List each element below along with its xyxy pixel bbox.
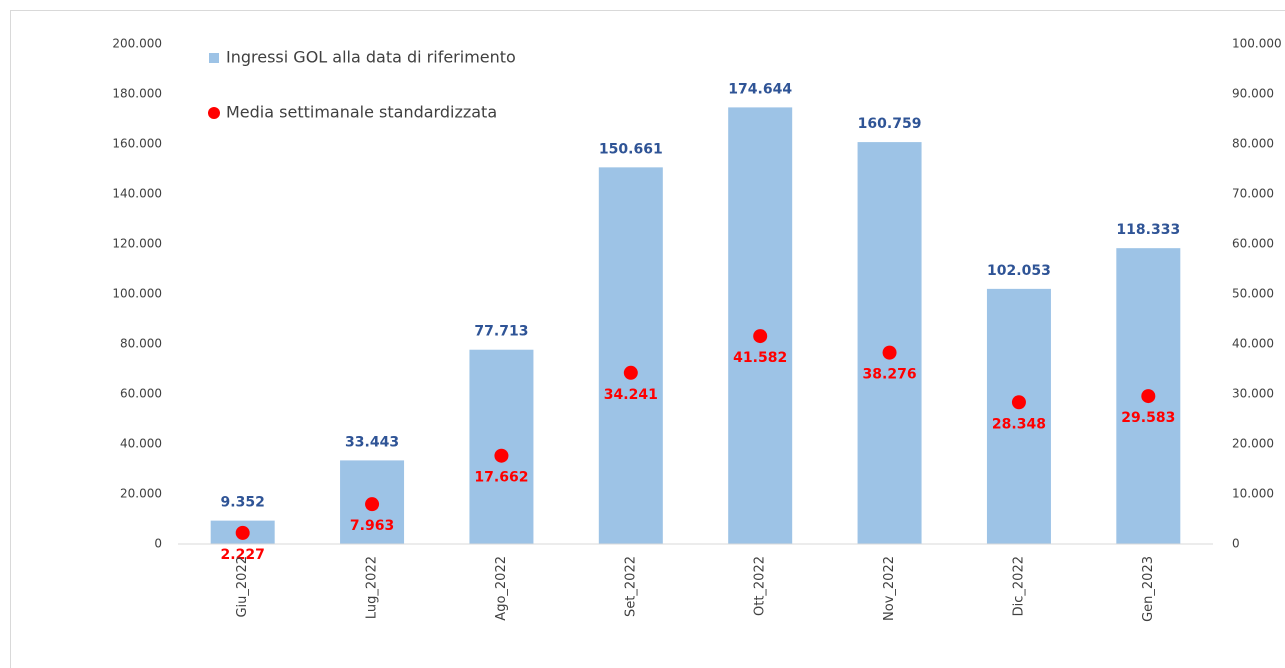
y-tick-label: 80.000 [120, 337, 162, 351]
x-tick-label: Gen_2023 [1141, 556, 1156, 622]
legend-label: Media settimanale standardizzata [226, 103, 497, 122]
value-label: 174.644 [728, 81, 792, 97]
bar [469, 349, 534, 544]
y-tick-label: 200.000 [112, 37, 162, 51]
y-tick-label: 60.000 [120, 387, 162, 401]
bar [857, 142, 922, 545]
y2-tick-label: 50.000 [1232, 287, 1274, 301]
legend-swatch [208, 107, 220, 119]
y-tick-label: 100.000 [112, 287, 162, 301]
dot [623, 365, 638, 380]
value-label: 33.443 [345, 434, 399, 450]
dot [882, 345, 897, 360]
dot [235, 525, 250, 540]
value-label: 9.352 [221, 495, 265, 511]
x-tick-label: Set_2022 [623, 556, 638, 617]
dot [365, 497, 380, 512]
bar [598, 167, 663, 544]
bar [986, 288, 1051, 544]
value-label: 38.276 [863, 367, 917, 383]
bar [728, 107, 793, 544]
x-tick-label: Lug_2022 [365, 556, 380, 619]
value-label: 118.333 [1116, 222, 1180, 238]
value-label: 2.227 [221, 547, 265, 563]
y2-tick-label: 100.000 [1232, 37, 1282, 51]
value-label: 41.582 [733, 350, 787, 366]
y2-tick-label: 40.000 [1232, 337, 1274, 351]
value-label: 29.583 [1121, 410, 1175, 426]
y2-tick-label: 10.000 [1232, 487, 1274, 501]
y2-tick-label: 30.000 [1232, 387, 1274, 401]
value-label: 150.661 [599, 141, 663, 157]
y2-tick-label: 80.000 [1232, 137, 1274, 151]
y2-tick-label: 20.000 [1232, 437, 1274, 451]
y2-tick-label: 0 [1232, 537, 1240, 551]
dot [494, 448, 509, 463]
value-label: 7.963 [350, 518, 394, 534]
legend-label: Ingressi GOL alla data di riferimento [226, 48, 516, 67]
y2-tick-label: 90.000 [1232, 87, 1274, 101]
x-tick-label: Giu_2022 [235, 556, 250, 618]
legend-swatch [209, 53, 219, 63]
value-label: 102.053 [987, 263, 1051, 279]
chart-border [10, 10, 1285, 668]
y-tick-label: 140.000 [112, 187, 162, 201]
x-tick-label: Nov_2022 [882, 556, 897, 621]
y-tick-label: 180.000 [112, 87, 162, 101]
value-label: 34.241 [604, 387, 658, 403]
y-tick-label: 0 [154, 537, 162, 551]
y-tick-label: 120.000 [112, 237, 162, 251]
dot [1141, 389, 1156, 404]
y2-tick-label: 60.000 [1232, 237, 1274, 251]
x-tick-label: Ago_2022 [494, 556, 509, 621]
x-tick-label: Dic_2022 [1011, 556, 1026, 616]
value-label: 17.662 [474, 470, 528, 486]
y-tick-label: 20.000 [120, 487, 162, 501]
value-label: 77.713 [474, 324, 528, 340]
dot [1011, 395, 1026, 410]
y-tick-label: 160.000 [112, 137, 162, 151]
value-label: 28.348 [992, 416, 1046, 432]
y-tick-label: 40.000 [120, 437, 162, 451]
value-label: 160.759 [858, 116, 922, 132]
y2-tick-label: 70.000 [1232, 187, 1274, 201]
dot [753, 329, 768, 344]
x-tick-label: Ott_2022 [753, 556, 768, 616]
